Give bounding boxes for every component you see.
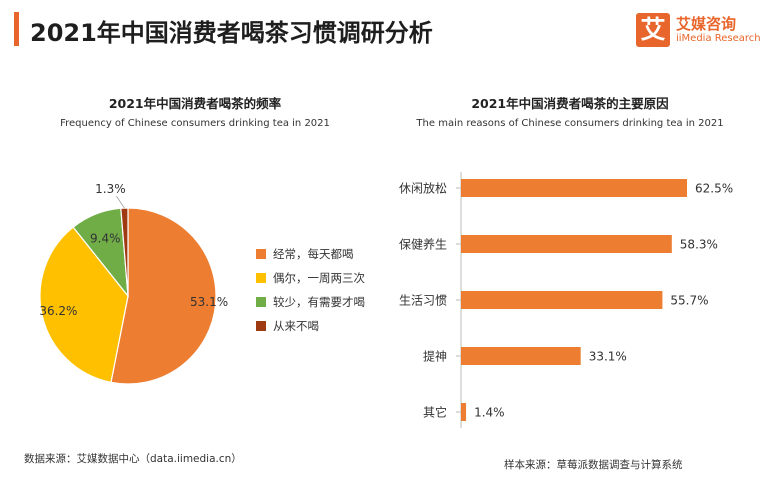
- legend-item: 较少，有需要才喝: [256, 290, 365, 314]
- sample-source-note: 样本来源：草莓派数据调查与计算系统: [504, 459, 683, 471]
- logo-text-en: iiMedia Research: [676, 33, 761, 44]
- pie-slice: [110, 207, 217, 385]
- bar-data-label: 55.7%: [670, 294, 708, 308]
- bar-category-label: 保健养生: [399, 237, 447, 252]
- page-title: 2021年中国消费者喝茶习惯调研分析: [30, 19, 433, 47]
- bar: [461, 179, 687, 197]
- legend-swatch: [256, 249, 266, 259]
- iimedia-logo: 艾 艾媒咨询 iiMedia Research: [636, 13, 761, 49]
- bar-chart-subtitle: The main reasons of Chinese consumers dr…: [416, 118, 724, 129]
- legend-label: 较少，有需要才喝: [273, 295, 365, 309]
- bar-data-label: 58.3%: [680, 238, 718, 252]
- legend-swatch: [256, 273, 266, 283]
- bar-category-label: 生活习惯: [399, 293, 447, 308]
- legend-swatch: [256, 321, 266, 331]
- pie-data-label: 53.1%: [190, 295, 228, 309]
- bar-category-label: 休闲放松: [399, 181, 447, 196]
- pie-slice: [39, 226, 129, 384]
- bar-chart-title: 2021年中国消费者喝茶的主要原因: [471, 96, 669, 111]
- bar-data-label: 62.5%: [695, 182, 733, 196]
- title-accent-bar: [14, 12, 19, 46]
- pie-chart-subtitle: Frequency of Chinese consumers drinking …: [60, 118, 330, 129]
- legend-item: 从来不喝: [256, 314, 365, 338]
- logo-text-cn: 艾媒咨询: [676, 15, 737, 33]
- pie-data-label: 1.3%: [95, 182, 126, 196]
- bar-category-label: 提神: [423, 349, 447, 364]
- bar: [461, 291, 663, 309]
- pie-chart-title: 2021年中国消费者喝茶的频率: [108, 96, 282, 111]
- data-source-note: 数据来源：艾媒数据中心（data.iimedia.cn）: [24, 453, 242, 465]
- leader-line: [116, 195, 125, 209]
- pie-data-label: 36.2%: [39, 304, 77, 318]
- bar: [461, 403, 467, 421]
- logo-mark: 艾: [636, 13, 670, 47]
- bar: [461, 235, 672, 253]
- legend-label: 从来不喝: [273, 319, 319, 333]
- bar: [461, 347, 581, 365]
- legend-swatch: [256, 297, 266, 307]
- pie-legend: 经常，每天都喝 偶尔，一周两三次 较少，有需要才喝 从来不喝: [256, 242, 365, 338]
- pie-data-label: 9.4%: [90, 232, 121, 246]
- legend-label: 经常，每天都喝: [273, 247, 354, 261]
- bar-data-label: 33.1%: [589, 350, 627, 364]
- legend-item: 偶尔，一周两三次: [256, 266, 365, 290]
- legend-label: 偶尔，一周两三次: [273, 271, 365, 285]
- bar-category-label: 其它: [423, 405, 447, 420]
- legend-item: 经常，每天都喝: [256, 242, 365, 266]
- bar-data-label: 1.4%: [474, 406, 505, 420]
